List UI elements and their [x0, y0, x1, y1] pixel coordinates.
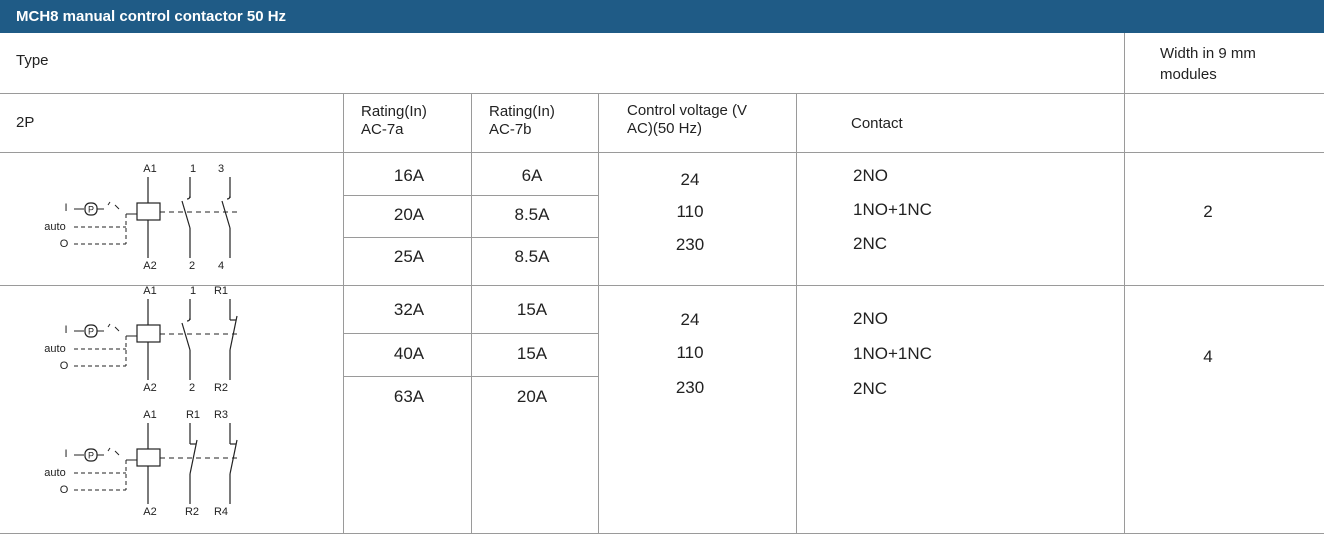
mode-label: O [60, 484, 69, 496]
terminal-label: 3 [218, 163, 224, 175]
contact-blade [189, 439, 198, 475]
selector-tick [114, 450, 120, 456]
selector-tick [107, 447, 111, 452]
control-voltage: 110 [676, 202, 704, 221]
column-header: Rating(In) AC-7a [361, 103, 427, 138]
mode-label: O [60, 360, 69, 372]
button-label: P [88, 326, 94, 336]
control-voltage: 230 [675, 378, 705, 397]
rating-ac7a: 32A [393, 300, 425, 319]
control-voltage: 110 [676, 343, 704, 362]
contact-hook [186, 195, 191, 200]
column-header: 2P [16, 114, 35, 131]
rating-ac7a: 20A [393, 205, 425, 224]
mode-label: O [60, 238, 69, 250]
coil [136, 448, 161, 467]
rating-ac7b: 8.5A [514, 247, 550, 266]
terminal-label: R3 [214, 409, 228, 421]
rating-ac7a: 63A [393, 387, 425, 406]
contact: 2NO [853, 166, 888, 185]
column-header: Contact [851, 115, 903, 132]
terminal-label: R2 [214, 382, 228, 394]
selector-tick [114, 204, 120, 210]
header-title: MCH8 manual control contactor 50 Hz [16, 8, 287, 25]
rating-ac7a: 40A [393, 344, 425, 363]
contact-hook [186, 317, 191, 322]
control-voltage: 24 [680, 170, 700, 189]
control-voltage: 24 [680, 310, 700, 329]
contact: 2NO [853, 309, 888, 328]
rating-ac7a: 16A [393, 166, 425, 185]
rating-ac7b: 15A [516, 344, 548, 363]
type-label: Type [16, 52, 49, 69]
terminal-label: A1 [143, 285, 156, 297]
coil [136, 202, 161, 221]
terminal-label: R1 [186, 409, 200, 421]
terminal-label: 1 [190, 163, 196, 175]
coil [136, 324, 161, 343]
selector-tick [107, 323, 111, 328]
control-voltage: 230 [675, 235, 705, 254]
terminal-label: A1 [143, 409, 156, 421]
terminal-label: 2 [189, 260, 195, 272]
mode-label: auto [44, 343, 65, 355]
mode-label: I [64, 448, 67, 460]
rating-ac7b: 8.5A [514, 205, 550, 224]
column-header: Control voltage (V AC)(50 Hz) [627, 102, 748, 137]
module-width: 4 [1203, 347, 1213, 366]
contact: 1NO+1NC [853, 200, 932, 219]
module-width: 2 [1203, 202, 1213, 221]
button-label: P [88, 450, 94, 460]
terminal-label: A2 [143, 260, 156, 272]
rating-ac7b: 20A [516, 387, 548, 406]
selector-tick [114, 326, 120, 332]
button-label: P [88, 204, 94, 214]
header-bar [0, 0, 1324, 33]
terminal-label: R1 [214, 285, 228, 297]
width-label: Width in 9 mm modules [1160, 45, 1256, 83]
mode-label: auto [44, 221, 65, 233]
terminal-label: 4 [218, 260, 224, 272]
contact: 1NO+1NC [853, 344, 932, 363]
terminal-label: R2 [185, 506, 199, 518]
contact: 2NC [853, 234, 888, 253]
contact-blade [181, 322, 191, 351]
contact-hook [226, 195, 231, 200]
rating-ac7b: 6A [521, 166, 543, 185]
contact: 2NC [853, 379, 888, 398]
mode-label: I [64, 324, 67, 336]
terminal-label: A2 [143, 382, 156, 394]
contact-blade [229, 439, 238, 475]
terminal-label: A1 [143, 163, 156, 175]
column-header: Rating(In) AC-7b [489, 103, 555, 138]
terminal-label: A2 [143, 506, 156, 518]
mode-label: auto [44, 467, 65, 479]
contact-blade [229, 315, 238, 351]
selector-tick [107, 201, 111, 206]
terminal-label: 1 [190, 285, 196, 297]
contact-blade [221, 200, 231, 229]
terminal-label: 2 [189, 382, 195, 394]
contact-blade [181, 200, 191, 229]
rating-ac7b: 15A [516, 300, 548, 319]
mode-label: I [64, 202, 67, 214]
rating-ac7a: 25A [393, 247, 425, 266]
terminal-label: R4 [214, 506, 228, 518]
